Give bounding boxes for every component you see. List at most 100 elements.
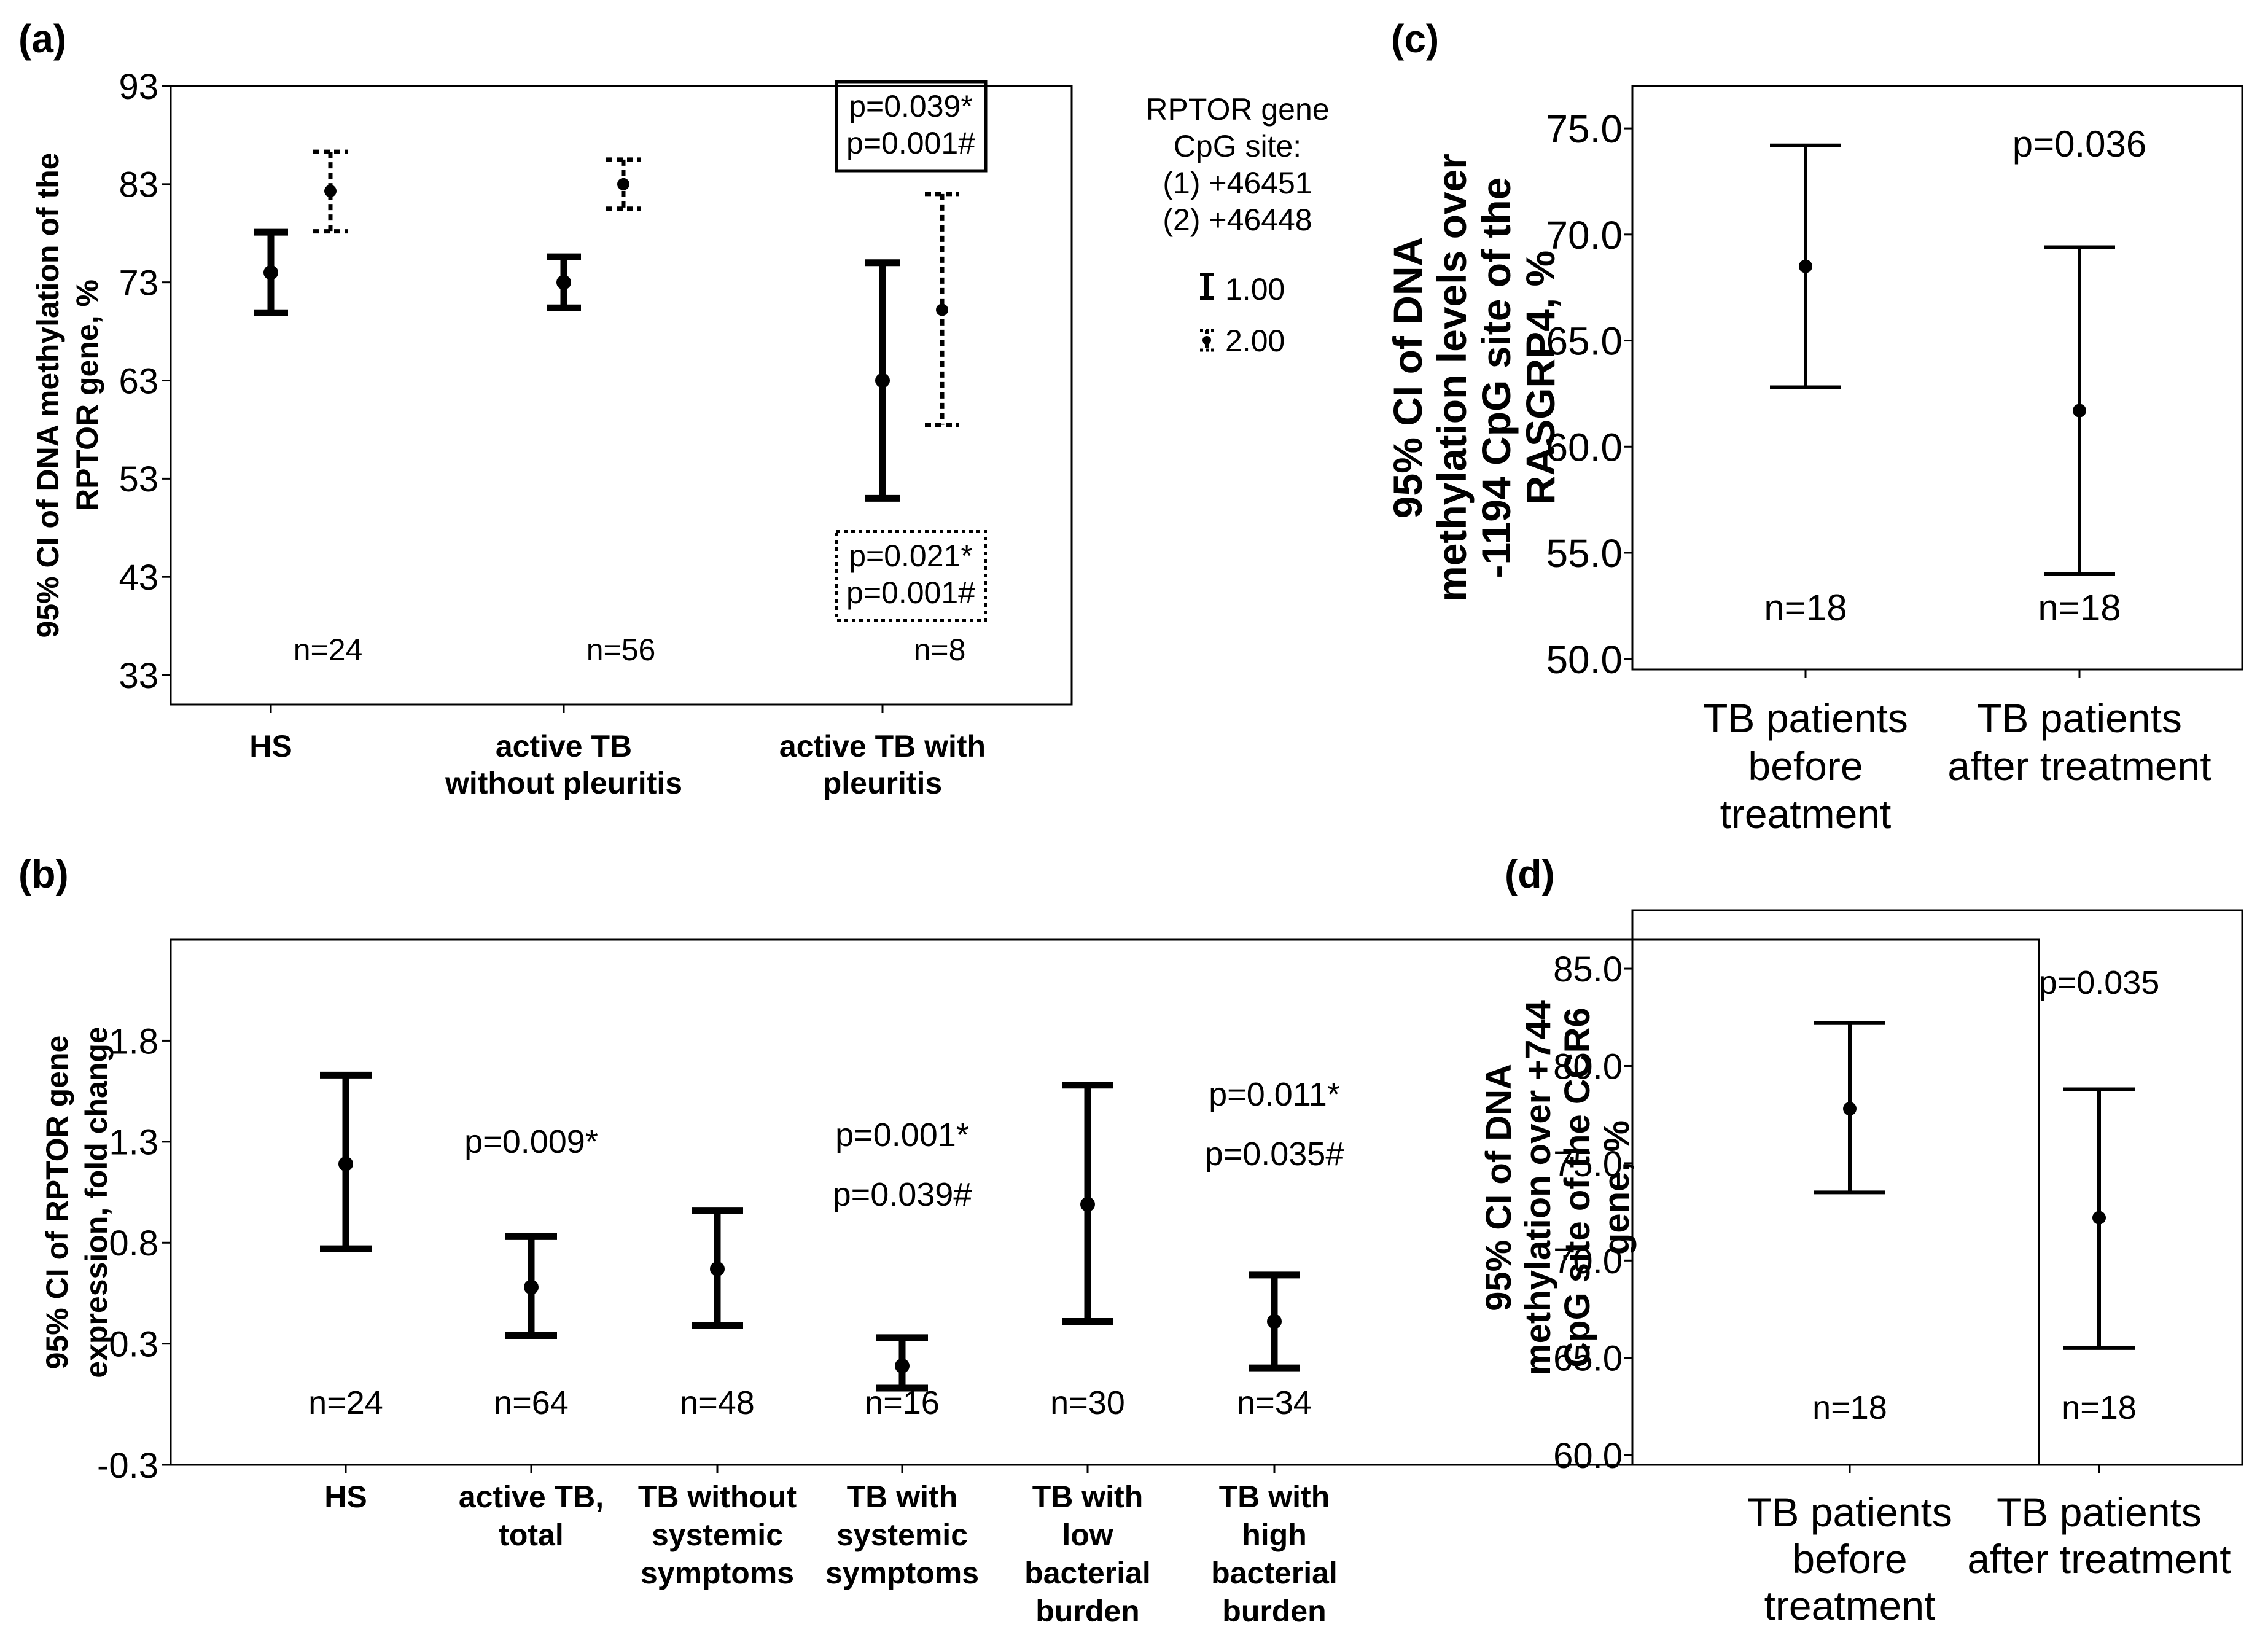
mean-point bbox=[1267, 1314, 1282, 1329]
category-label: before bbox=[1748, 743, 1863, 789]
n-label: n=18 bbox=[1764, 587, 1847, 628]
category-label: high bbox=[1242, 1518, 1307, 1552]
y-tick-label: 65.0 bbox=[1546, 319, 1623, 364]
category-label: without pleuritis bbox=[445, 766, 682, 800]
category-label: bacterial bbox=[1211, 1556, 1338, 1590]
mean-point bbox=[1799, 259, 1812, 273]
error-bar bbox=[1770, 143, 1841, 389]
category-label: TB patients bbox=[1747, 1489, 1952, 1535]
n-label: n=8 bbox=[914, 633, 966, 667]
category-label: after treatment bbox=[1967, 1536, 2231, 1582]
category-label: active TB, bbox=[459, 1480, 604, 1514]
category-label: active TB bbox=[496, 729, 632, 763]
y-tick-label: 83 bbox=[119, 165, 158, 205]
mean-point bbox=[338, 1157, 353, 1172]
legend-swatch-point bbox=[1202, 336, 1211, 345]
pvalue-text: p=0.039# bbox=[833, 1176, 972, 1213]
category-label: TB with bbox=[847, 1480, 958, 1514]
error-bar bbox=[876, 1334, 928, 1392]
n-label: n=30 bbox=[1050, 1384, 1125, 1421]
panel-d: (d)85.080.075.070.065.060.0TB patientsbe… bbox=[1479, 852, 2243, 1628]
error-bar bbox=[692, 1207, 743, 1329]
category-label: low bbox=[1062, 1518, 1113, 1552]
pvalue-text: p=0.035 bbox=[2039, 964, 2160, 1001]
category-label: active TB with bbox=[779, 729, 986, 763]
y-tick-label: 73 bbox=[119, 263, 158, 303]
category-label: HS bbox=[324, 1480, 367, 1514]
error-bar bbox=[1062, 1082, 1113, 1325]
error-bar bbox=[505, 1233, 557, 1340]
panel-b: (b) 1.8 1.3 0.8 0.3 -0.3 HS active TB, total TB w… bbox=[18, 852, 2040, 1628]
y-tick-label: 33 bbox=[119, 656, 158, 696]
pvalue-text: p=0.001# bbox=[846, 126, 975, 160]
y-tick-label: 50.0 bbox=[1546, 638, 1623, 682]
mean-point bbox=[936, 303, 948, 316]
n-label: n=18 bbox=[2062, 1389, 2137, 1426]
y-axis-label: 95% CI of DNA bbox=[1479, 1064, 1519, 1311]
category-label: HS bbox=[249, 729, 292, 763]
y-tick-label: 70.0 bbox=[1553, 1241, 1623, 1281]
pvalue-text: p=0.001# bbox=[846, 576, 975, 610]
error-bar bbox=[320, 1071, 372, 1252]
n-label: n=16 bbox=[865, 1384, 940, 1421]
error-bar-site-2 bbox=[313, 149, 348, 234]
category-label: after treatment bbox=[1947, 743, 2211, 789]
pvalue-text: p=0.009* bbox=[464, 1123, 598, 1160]
pvalue-text: p=0.021* bbox=[849, 539, 973, 573]
n-label: n=18 bbox=[2038, 587, 2121, 628]
y-axis-label: expression, fold change bbox=[79, 1026, 114, 1378]
error-bar-site-2 bbox=[925, 192, 959, 427]
n-label: n=24 bbox=[308, 1384, 383, 1421]
y-tick-label: 43 bbox=[119, 558, 158, 598]
error-bar-site-1 bbox=[547, 253, 581, 311]
pvalue-text: p=0.036 bbox=[2013, 123, 2147, 165]
error-bar-site-2 bbox=[606, 157, 641, 211]
category-label: total bbox=[499, 1518, 564, 1552]
mean-point bbox=[2073, 404, 2086, 418]
legend-title: (1) +46451 bbox=[1163, 166, 1312, 200]
legend-entry: 2.00 bbox=[1225, 324, 1285, 358]
plot-frame bbox=[170, 938, 2040, 1466]
y-axis-label: RASGRP4, % bbox=[1518, 251, 1563, 505]
error-bar-site-1 bbox=[865, 259, 900, 502]
y-tick-label: 80.0 bbox=[1553, 1047, 1623, 1087]
legend-title: (2) +46448 bbox=[1163, 203, 1312, 237]
plot-frame bbox=[1631, 909, 2243, 1466]
mean-point bbox=[556, 275, 571, 290]
y-tick-label: 0.8 bbox=[109, 1223, 158, 1263]
n-label: n=24 bbox=[294, 633, 363, 667]
mean-point bbox=[895, 1358, 910, 1373]
panel-c: (c)75.070.065.060.055.050.0TB patientsbe… bbox=[1385, 17, 2243, 837]
error-bar bbox=[2063, 1087, 2135, 1350]
y-axis-label: -1194 CpG site of the bbox=[1473, 178, 1519, 579]
mean-point bbox=[710, 1262, 725, 1277]
pvalue-text: p=0.039* bbox=[849, 89, 973, 123]
y-axis-label: methylation over +744 bbox=[1518, 1000, 1558, 1375]
category-label: systemic bbox=[652, 1518, 783, 1552]
legend-entry: 1.00 bbox=[1225, 272, 1285, 306]
y-tick-label: 70.0 bbox=[1546, 213, 1623, 257]
category-label: before bbox=[1792, 1536, 1907, 1582]
y-axis-label: CpG site of the CCR6 bbox=[1557, 1007, 1597, 1368]
category-label: symptoms bbox=[641, 1556, 794, 1590]
mean-point bbox=[875, 373, 890, 388]
y-tick-label: 60.0 bbox=[1553, 1436, 1623, 1476]
mean-point bbox=[263, 265, 278, 280]
n-label: n=18 bbox=[1812, 1389, 1887, 1426]
category-label: burden bbox=[1035, 1594, 1139, 1628]
category-label: TB patients bbox=[1703, 695, 1908, 741]
panel-label: (d) bbox=[1505, 852, 1555, 896]
error-bar-site-1 bbox=[254, 228, 288, 316]
y-tick-label: 53 bbox=[119, 459, 158, 499]
pvalue-box-solid bbox=[835, 80, 988, 173]
y-tick-label: -0.3 bbox=[97, 1446, 158, 1486]
panel-label: (a) bbox=[18, 17, 66, 61]
n-label: n=48 bbox=[680, 1384, 755, 1421]
pvalue-box-dotted bbox=[835, 530, 987, 622]
category-label: TB without bbox=[638, 1480, 797, 1514]
legend-title: RPTOR gene bbox=[1145, 92, 1329, 127]
y-axis-label: 95% CI of DNA methylation of the bbox=[31, 153, 65, 638]
category-label: symptoms bbox=[825, 1556, 979, 1590]
category-label: TB with bbox=[1032, 1480, 1144, 1514]
